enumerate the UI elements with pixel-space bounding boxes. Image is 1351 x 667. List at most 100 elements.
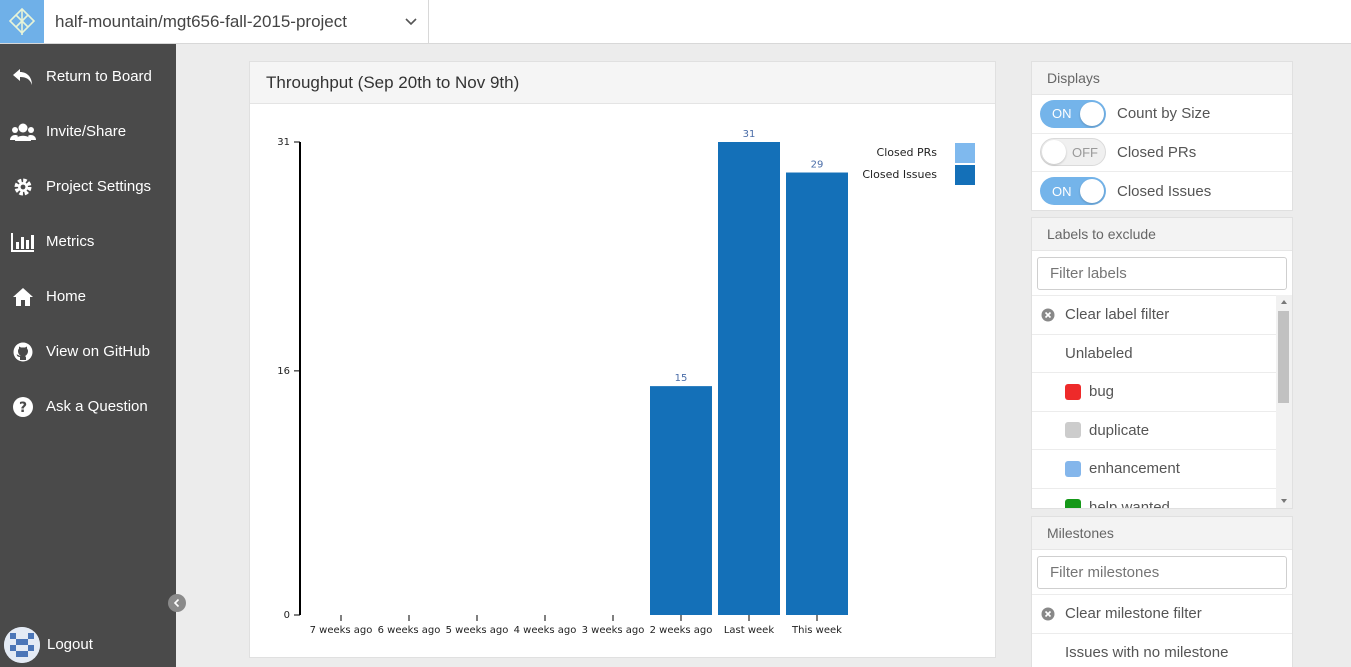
sidebar-item-invite-share[interactable]: Invite/Share: [0, 104, 176, 159]
y-tick-label: 0: [284, 610, 290, 621]
closed-prs-toggle[interactable]: OFF: [1040, 138, 1106, 167]
toggle-knob: [1080, 101, 1104, 126]
x-tick-label: 2 weeks ago: [650, 625, 713, 636]
label-color-swatch: [1065, 499, 1081, 508]
sidebar-item-label: Project Settings: [46, 178, 152, 195]
label-color-swatch: [1065, 383, 1081, 400]
toggle-label: Closed Issues: [1117, 182, 1212, 200]
toggle-row-closed-prs: OFF Closed PRs: [1032, 134, 1292, 172]
label-item-enhancement[interactable]: enhancement: [1032, 449, 1278, 488]
label-item-bug[interactable]: bug: [1032, 372, 1278, 411]
clear-label-filter[interactable]: Clear label filter: [1032, 295, 1278, 334]
sidebar-item-label: Invite/Share: [46, 123, 127, 140]
sidebar-item-label: Ask a Question: [46, 398, 148, 415]
toggle-state: OFF: [1072, 144, 1098, 160]
sidebar-item-project-settings[interactable]: Project Settings: [0, 159, 176, 214]
question-icon: ?: [0, 396, 46, 418]
data-label: 31: [743, 129, 756, 140]
clear-circle-icon: [1041, 607, 1055, 621]
labels-title: Labels to exclude: [1032, 218, 1292, 251]
toggle-row-count-by-size: ON Count by Size: [1032, 95, 1292, 134]
repo-name: half-mountain/mgt656-fall-2015-project: [55, 11, 347, 31]
label-name: Unlabeled: [1065, 344, 1133, 362]
top-bar: half-mountain/mgt656-fall-2015-project: [0, 0, 1351, 44]
logout-label: Logout: [47, 636, 93, 653]
closed-issues-toggle[interactable]: ON: [1040, 177, 1106, 206]
throughput-chart: 0 16 31 7 weeks ago 6 weeks ago 5 weeks ago 4 …: [277, 129, 975, 636]
scroll-up-icon: [1281, 300, 1287, 304]
chart-title: Throughput (Sep 20th to Nov 9th): [250, 62, 995, 104]
legend-label: Closed Issues: [862, 168, 937, 181]
label-name: duplicate: [1089, 421, 1150, 439]
milestone-name: Issues with no milestone: [1065, 644, 1229, 662]
bar-chart-icon: [0, 232, 46, 252]
labels-panel: Labels to exclude Clear label filter Unl…: [1031, 217, 1293, 509]
filter-milestones-input[interactable]: [1037, 556, 1287, 589]
labels-scrollbar[interactable]: [1276, 295, 1292, 508]
avatar: [4, 626, 40, 663]
github-icon: [0, 342, 46, 362]
sidebar-item-home[interactable]: Home: [0, 269, 176, 324]
toggle-state: ON: [1052, 183, 1072, 199]
sidebar-item-return-to-board[interactable]: Return to Board: [0, 49, 176, 104]
sidebar-item-label: View on GitHub: [46, 343, 150, 360]
gear-icon: [0, 177, 46, 197]
legend-label: Closed PRs: [877, 146, 938, 159]
data-label: 29: [811, 160, 824, 171]
sidebar-item-metrics[interactable]: Metrics: [0, 214, 176, 269]
label-name: enhancement: [1089, 460, 1180, 478]
repo-selector[interactable]: half-mountain/mgt656-fall-2015-project: [44, 0, 429, 43]
logo-icon: [8, 7, 36, 35]
chevron-left-icon: [173, 598, 180, 608]
toggle-state: ON: [1052, 106, 1072, 122]
toggle-knob: [1080, 179, 1104, 204]
clear-milestone-filter[interactable]: Clear milestone filter: [1032, 594, 1292, 633]
label-color-swatch: [1065, 422, 1081, 439]
scroll-thumb[interactable]: [1278, 311, 1289, 403]
label-item-duplicate[interactable]: duplicate: [1032, 410, 1278, 450]
collapse-sidebar-button[interactable]: [168, 594, 186, 612]
milestones-title: Milestones: [1032, 517, 1292, 550]
bar: [786, 172, 848, 616]
logout-button[interactable]: Logout: [0, 622, 176, 667]
app-logo[interactable]: [0, 0, 44, 43]
bar: [718, 142, 780, 615]
sidebar-item-ask-a-question[interactable]: ? Ask a Question: [0, 379, 176, 434]
users-icon: [0, 122, 46, 142]
toggle-label: Closed PRs: [1117, 143, 1197, 161]
sidebar-item-label: Return to Board: [46, 68, 152, 85]
label-item-unlabeled[interactable]: Unlabeled: [1032, 333, 1278, 373]
label-item-help-wanted[interactable]: help wanted: [1032, 487, 1278, 509]
svg-text:?: ?: [19, 400, 27, 416]
legend-swatch: [955, 165, 975, 185]
return-arrow-icon: [0, 67, 46, 87]
chevron-down-icon: [405, 18, 417, 26]
sidebar: Return to Board Invite/Share Project Set…: [0, 44, 186, 667]
x-tick-label: Last week: [724, 625, 774, 636]
data-label: 15: [675, 373, 688, 384]
home-icon: [0, 287, 46, 307]
legend-swatch: [955, 143, 975, 163]
label-name: help wanted: [1089, 498, 1170, 509]
clear-circle-icon: [1041, 308, 1055, 322]
filter-labels-input[interactable]: [1037, 257, 1287, 290]
y-tick-label: 16: [277, 366, 290, 377]
toggle-knob: [1042, 140, 1066, 165]
y-tick-label: 31: [277, 137, 290, 148]
displays-panel: Displays ON Count by Size OFF Closed PRs…: [1031, 61, 1293, 211]
sidebar-item-view-on-github[interactable]: View on GitHub: [0, 324, 176, 379]
toggle-row-closed-issues: ON Closed Issues: [1032, 172, 1292, 211]
x-tick-label: 6 weeks ago: [378, 625, 441, 636]
count-by-size-toggle[interactable]: ON: [1040, 99, 1106, 128]
sidebar-item-label: Metrics: [46, 233, 95, 250]
toggle-label: Count by Size: [1117, 105, 1211, 123]
milestone-item-no-milestone[interactable]: Issues with no milestone: [1032, 633, 1292, 667]
bar: [650, 386, 712, 615]
clear-milestone-filter-text: Clear milestone filter: [1065, 605, 1202, 623]
scroll-down-icon: [1281, 499, 1287, 503]
sidebar-item-label: Home: [46, 288, 87, 305]
throughput-chart-card: Throughput (Sep 20th to Nov 9th) 0 16 31 7 …: [249, 61, 996, 658]
x-tick-label: 5 weeks ago: [446, 625, 509, 636]
clear-label-filter-text: Clear label filter: [1065, 306, 1170, 324]
x-tick-label: 4 weeks ago: [514, 625, 577, 636]
